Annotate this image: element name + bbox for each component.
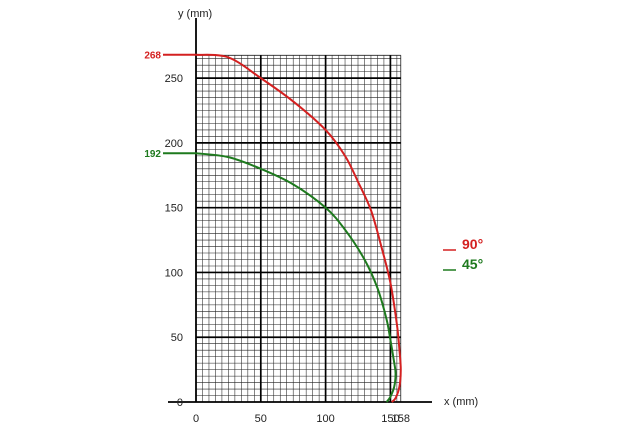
series-0: 268: [144, 50, 402, 403]
series-line: [195, 152, 397, 403]
legend-item-45: 45°: [443, 256, 483, 272]
x-tick-label: 150: [381, 413, 399, 425]
series-layer: 268 192: [144, 50, 402, 403]
axes: [168, 18, 432, 403]
series-1: 192: [144, 149, 397, 403]
series-start-label: 192: [144, 149, 161, 160]
y-tick-label: 100: [165, 267, 183, 279]
y-tick-label: 0: [177, 397, 183, 409]
x-tick-label: 100: [316, 413, 334, 425]
y-tick-label: 250: [165, 73, 183, 85]
legend-item-90: 90°: [443, 236, 483, 252]
x-tick-label: 0: [193, 413, 199, 425]
legend-label-45: 45°: [462, 256, 483, 272]
y-tick-label: 200: [165, 138, 183, 150]
x-tick-label: 50: [255, 413, 267, 425]
y-tick-label: 50: [171, 332, 183, 344]
minor-grid: [196, 54, 402, 402]
legend: 90° 45°: [443, 236, 483, 272]
y-tick-label: 150: [165, 203, 183, 215]
x-axis-title: x (mm): [444, 396, 478, 408]
series-start-label: 268: [144, 50, 161, 61]
legend-label-90: 90°: [462, 236, 483, 252]
y-axis-title: y (mm): [178, 8, 212, 20]
series-line: [195, 53, 402, 403]
x-tick-label: 158: [392, 413, 410, 425]
